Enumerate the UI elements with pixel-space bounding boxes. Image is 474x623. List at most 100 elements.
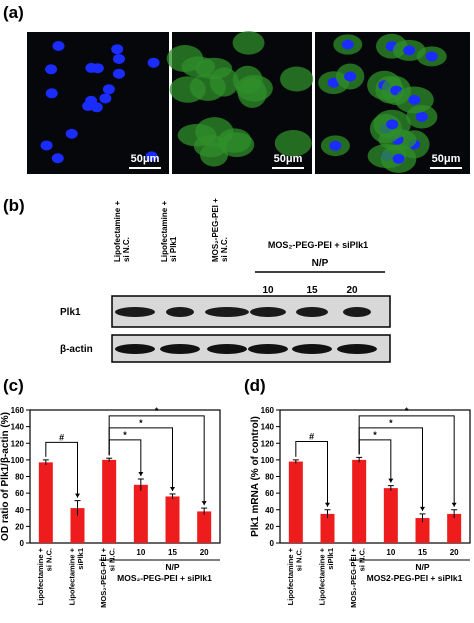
x-tick-label: Lipofectamine +siPlk1	[318, 547, 336, 605]
y-tick-label: 100	[11, 456, 25, 465]
cell-cytoplasm	[195, 57, 233, 80]
blot-np-value: 20	[346, 285, 358, 296]
x-tick-label-line: si N.C.	[294, 548, 303, 571]
cell-cytoplasm	[219, 132, 255, 158]
significance-arrow	[420, 506, 425, 511]
bar	[320, 513, 335, 543]
y-tick-label: 20	[15, 522, 24, 531]
significance-arrow	[170, 486, 175, 491]
cell-nucleus	[341, 39, 354, 50]
blot-column-label-line: MOS₂-PEG-PEI +	[211, 198, 220, 262]
blot-row-label: β-actin	[60, 344, 93, 355]
significance-arrow	[451, 502, 457, 507]
x-tick-label: 20	[450, 548, 459, 557]
blot-column-label-line: Lipofectamine +	[113, 201, 122, 262]
y-tick-label: 80	[265, 473, 274, 482]
y-tick-label: 40	[15, 506, 24, 515]
cell-cytoplasm	[166, 45, 204, 73]
x-tick-label-line: si N.C.	[44, 548, 53, 571]
blot-column-label-line: Lipofectamine +	[160, 201, 169, 262]
blot-band	[166, 307, 194, 317]
cell-nucleus	[344, 71, 357, 82]
bar	[415, 518, 430, 543]
blot-band	[205, 307, 249, 317]
bar	[165, 496, 180, 543]
cell-nucleus	[425, 51, 438, 62]
y-tick-label: 140	[11, 423, 25, 432]
x-tick-label-line: siPlk1	[326, 548, 335, 570]
blot-column-label-line: si Plk1	[169, 236, 178, 262]
y-tick-label: 80	[15, 473, 24, 482]
cell-cytoplasm	[232, 31, 265, 55]
blot-band	[343, 307, 371, 317]
panel-label: (d)	[244, 376, 266, 395]
y-tick-label: 120	[261, 439, 275, 448]
x-tick-label: Lipofectamine +si N.C.	[286, 547, 304, 605]
significance-label: *	[405, 406, 409, 416]
significance-arrow	[388, 478, 394, 483]
blot-column-label: Lipofectamine +si Plk1	[160, 201, 178, 262]
group-name: MOS2-PEG-PEI + siPlk1	[367, 573, 463, 583]
y-axis-label: Plk1 mRNA (% of control)	[250, 416, 261, 537]
group-name: MOS₂-PEG-PEI + siPlk1	[117, 573, 212, 583]
x-tick-label-line: Lipofectamine +	[36, 547, 45, 605]
cell-nucleus	[85, 62, 98, 73]
bar	[447, 513, 462, 543]
cell-nucleus	[102, 84, 115, 95]
cell-nucleus	[99, 93, 112, 104]
cell-nucleus	[82, 101, 95, 112]
cell-nucleus	[111, 44, 124, 55]
significance-label: *	[155, 406, 159, 416]
blot-band	[115, 344, 155, 354]
cell-nucleus	[145, 151, 158, 162]
cell-nucleus	[40, 140, 53, 151]
panel-label: (a)	[3, 3, 24, 22]
bar	[70, 508, 85, 543]
significance-arrow	[325, 502, 330, 507]
significance-label: #	[59, 432, 64, 442]
cell-nucleus	[386, 119, 399, 130]
y-tick-label: 120	[11, 439, 25, 448]
blot-np-value: 10	[262, 285, 274, 296]
blot-band	[207, 344, 247, 354]
significance-arrow	[201, 501, 207, 506]
y-tick-label: 20	[265, 522, 274, 531]
significance-arrow	[138, 471, 144, 476]
x-tick-label: 20	[200, 548, 209, 557]
cell-cytoplasm	[274, 130, 312, 157]
x-tick-label-line: Lipofectamine +	[286, 547, 295, 605]
cell-nucleus	[52, 41, 65, 52]
x-tick-label-line: MOS₂-PEG-PEI +	[349, 547, 358, 607]
significance-bracket	[108, 415, 205, 506]
cell-nucleus	[392, 153, 405, 164]
scale-bar-label: 50μm	[131, 153, 160, 165]
x-tick-label: 15	[168, 548, 177, 557]
y-tick-label: 0	[270, 539, 275, 548]
y-tick-label: 100	[261, 456, 275, 465]
blot-np-label: N/P	[312, 258, 329, 269]
significance-label: #	[309, 432, 314, 442]
significance-label: *	[389, 418, 393, 428]
significance-arrow	[75, 493, 80, 498]
y-tick-label: 0	[20, 539, 25, 548]
cell-nucleus	[329, 140, 342, 151]
x-tick-label: MOS₂-PEG-PEI +si N.C.	[99, 547, 117, 607]
cell-nucleus	[112, 68, 125, 79]
cell-nucleus	[408, 94, 421, 105]
significance-bracket	[358, 415, 455, 507]
panel-label: (b)	[3, 196, 25, 215]
cell-nucleus	[45, 88, 58, 99]
y-tick-label: 140	[261, 423, 275, 432]
blot-column-label-line: si N.C.	[220, 237, 229, 262]
cell-nucleus	[51, 153, 64, 164]
y-tick-label: 160	[261, 406, 275, 415]
significance-bracket	[45, 441, 78, 498]
x-tick-label-line: MOS₂-PEG-PEI +	[99, 547, 108, 607]
blot-band	[292, 344, 332, 354]
cell-nucleus	[65, 128, 78, 139]
bar	[38, 462, 53, 543]
significance-label: *	[123, 430, 127, 440]
x-tick-label: Lipofectamine +si N.C.	[36, 547, 54, 605]
y-tick-label: 40	[265, 506, 274, 515]
y-tick-label: 160	[11, 406, 25, 415]
